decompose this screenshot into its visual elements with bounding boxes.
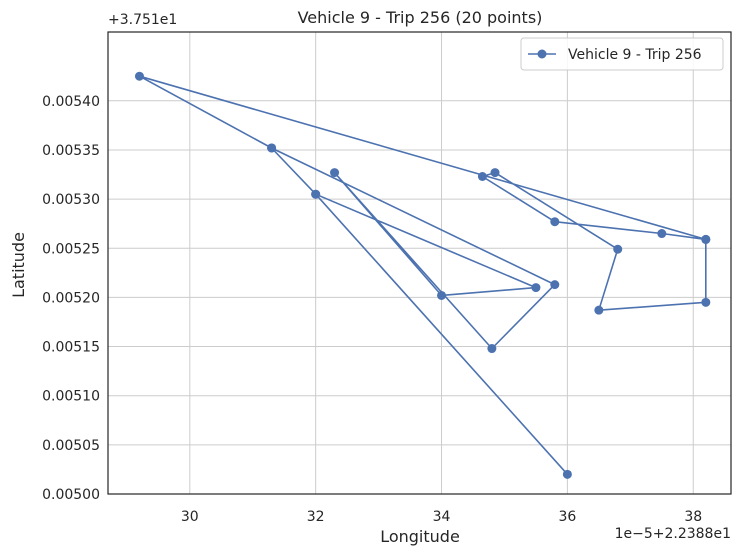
- x-tick-label: 32: [307, 509, 325, 525]
- series-layer: [134, 71, 711, 479]
- data-point: [490, 168, 500, 178]
- y-tick-label: 0.00510: [42, 389, 100, 405]
- y-tick-label: 0.00530: [42, 192, 100, 208]
- plot-frame: [107, 31, 732, 495]
- x-tick-label: 30: [181, 509, 199, 525]
- data-point: [134, 71, 144, 81]
- legend-box: [520, 37, 724, 71]
- data-point: [531, 283, 541, 293]
- data-point: [594, 305, 604, 315]
- y-tick-label: 0.00500: [42, 487, 100, 503]
- y-axis: 0.00500 0.00505 0.00510 0.00515 0.00520 0.005…: [42, 94, 100, 503]
- data-point: [330, 168, 340, 178]
- data-point: [701, 234, 711, 244]
- data-point: [437, 290, 447, 300]
- x-axis-label: Longitude: [380, 527, 460, 546]
- y-tick-label: 0.00535: [42, 143, 100, 159]
- data-point: [701, 297, 711, 307]
- data-point: [550, 280, 560, 290]
- y-axis-label: Latitude: [9, 232, 28, 298]
- legend: Vehicle 9 - Trip 256: [520, 37, 724, 71]
- chart-title: Vehicle 9 - Trip 256 (20 points): [298, 8, 543, 27]
- data-point: [311, 189, 321, 199]
- y-tick-label: 0.00525: [42, 241, 100, 257]
- y-tick-label: 0.00540: [42, 94, 100, 110]
- data-point: [613, 244, 623, 254]
- x-tick-label: 34: [433, 509, 451, 525]
- data-point: [562, 469, 572, 479]
- legend-marker: [537, 49, 547, 59]
- y-tick-label: 0.00520: [42, 290, 100, 306]
- y-offset-label: +3.751e1: [108, 12, 177, 28]
- data-point: [477, 171, 487, 181]
- x-tick-label: 36: [558, 509, 576, 525]
- x-axis: 30 32 34 36 38: [181, 509, 702, 525]
- data-point: [550, 217, 560, 227]
- data-point: [267, 143, 277, 153]
- series-line: [138, 75, 707, 475]
- y-tick-label: 0.00515: [42, 340, 100, 356]
- legend-label: Vehicle 9 - Trip 256: [568, 47, 702, 63]
- x-offset-label: 1e−5+2.2388e1: [615, 526, 731, 542]
- y-tick-label: 0.00505: [42, 438, 100, 454]
- data-point: [487, 344, 497, 354]
- data-point: [657, 229, 667, 239]
- grid: [108, 32, 731, 495]
- x-tick-label: 38: [684, 509, 702, 525]
